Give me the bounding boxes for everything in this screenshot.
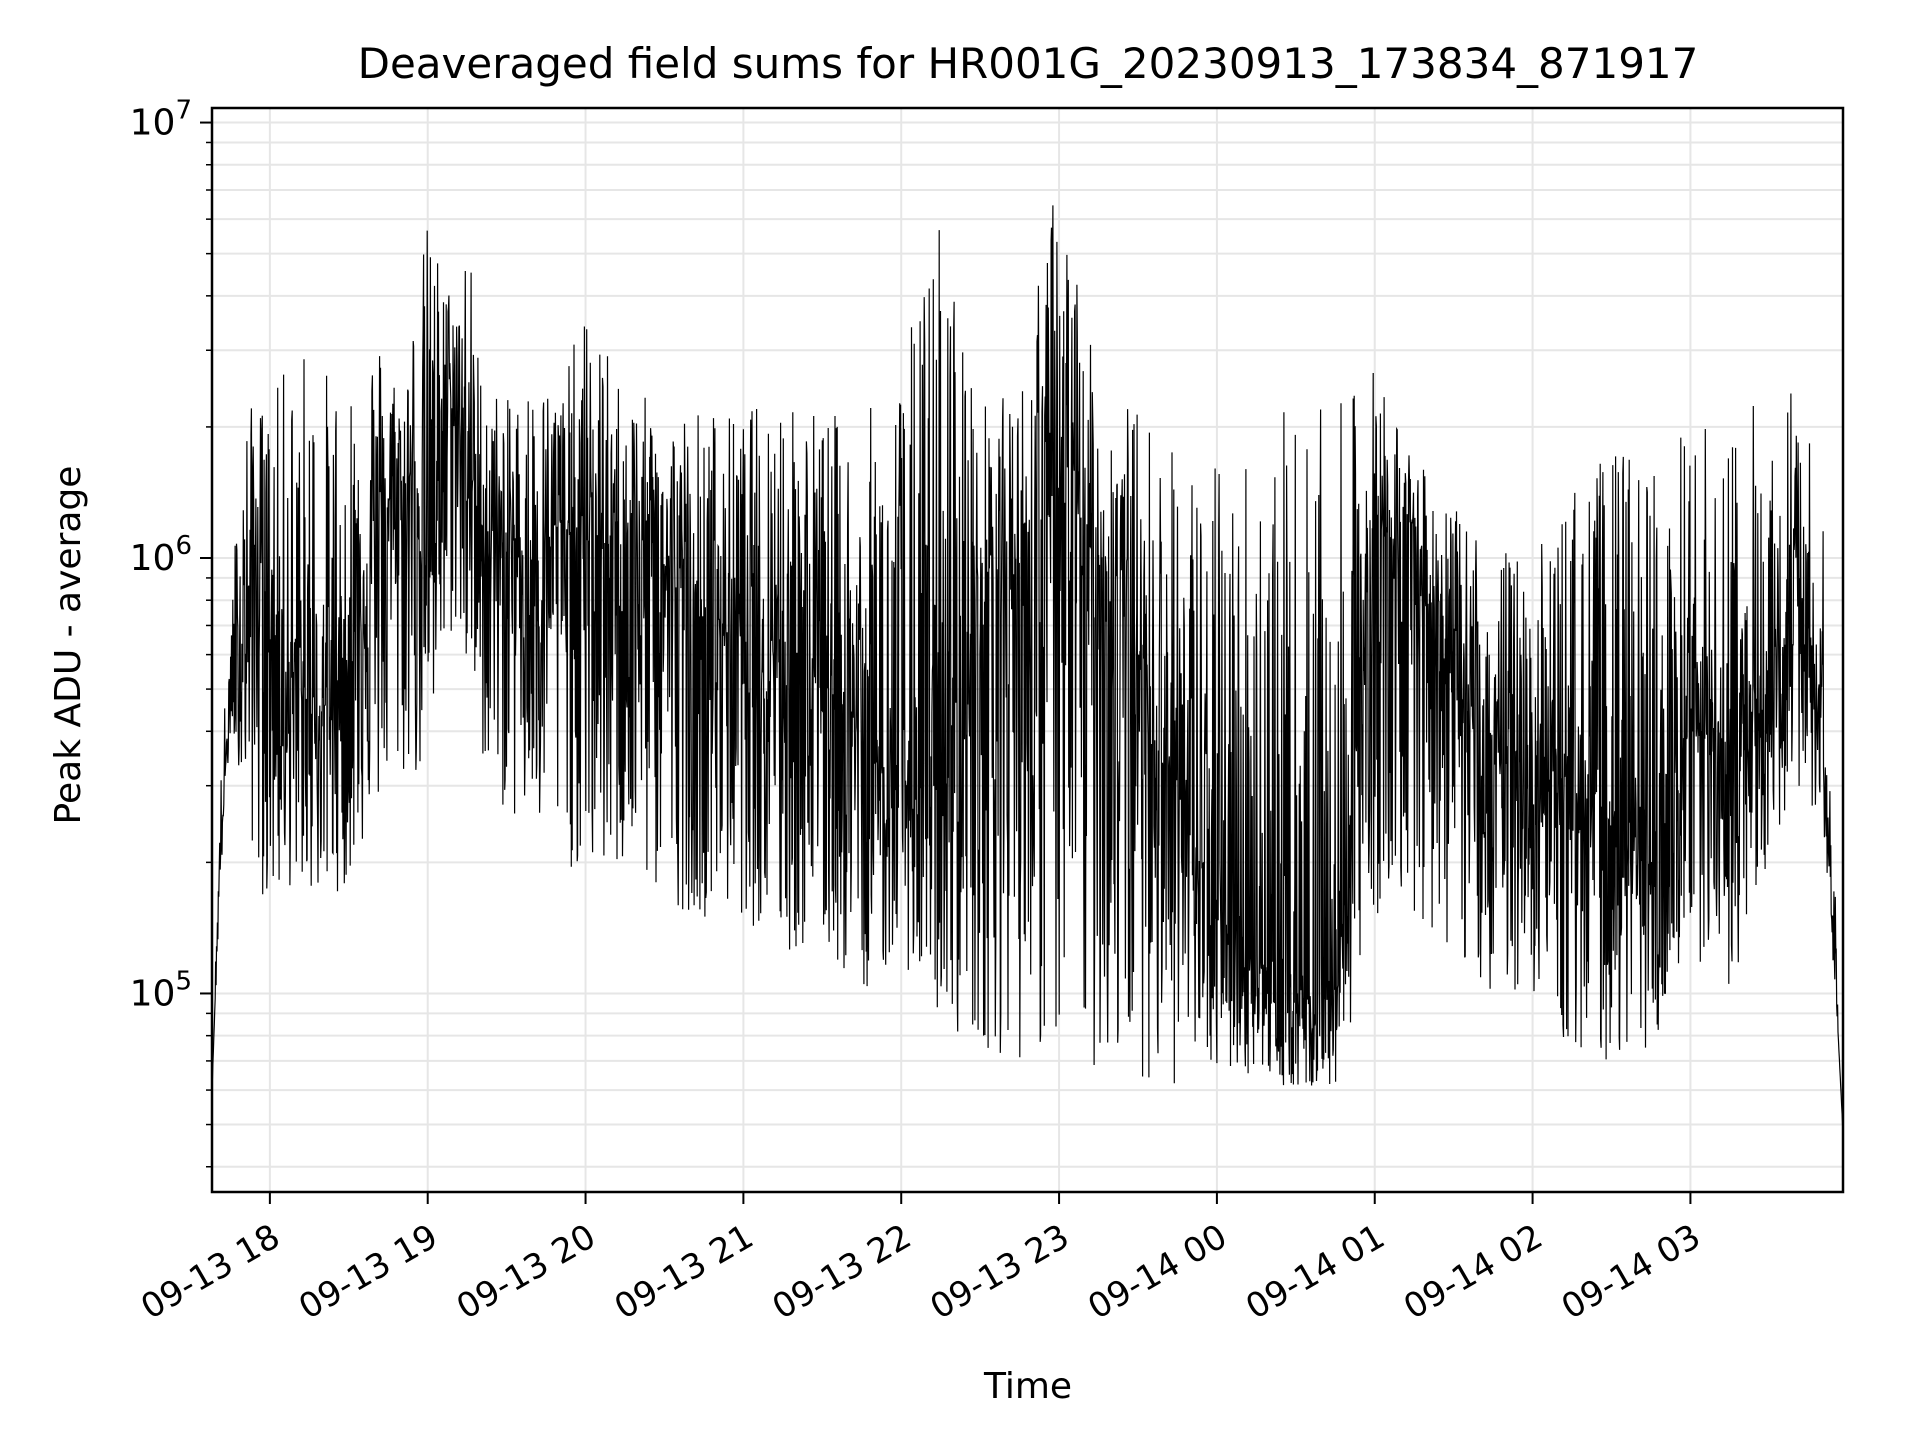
y-tick-label: 105 (130, 966, 192, 1014)
series-line (211, 205, 1844, 1133)
y-tick-label: 106 (130, 531, 192, 579)
y-tick-label: 107 (130, 96, 192, 144)
axes-frame (210, 106, 1845, 1194)
chart-title: Deaveraged field sums for HR001G_2023091… (358, 39, 1699, 88)
x-axis-label: Time (983, 1366, 1072, 1407)
y-axis-label: Peak ADU - average (48, 466, 89, 825)
